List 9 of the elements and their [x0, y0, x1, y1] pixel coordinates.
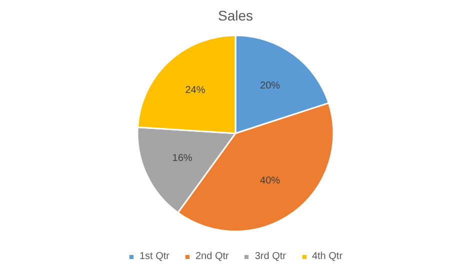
- legend-label: 3rd Qtr: [254, 251, 286, 262]
- data-label: 20%: [260, 80, 280, 92]
- data-label: 16%: [172, 152, 192, 164]
- legend-label: 4th Qtr: [312, 251, 343, 262]
- legend-label: 2nd Qtr: [195, 251, 229, 262]
- data-label: 40%: [260, 175, 280, 186]
- chart-title: Sales: [218, 8, 254, 24]
- legend-label: 1st Qtr: [139, 251, 170, 262]
- data-label: 24%: [185, 84, 206, 96]
